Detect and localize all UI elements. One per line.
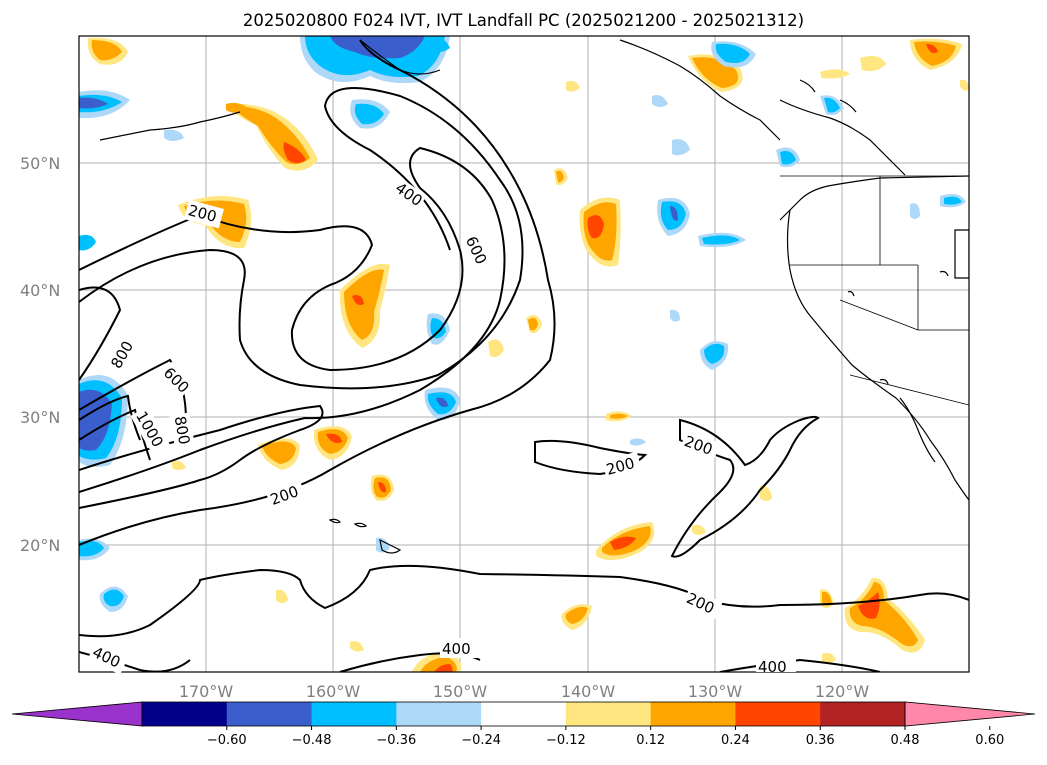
map-frame <box>78 35 970 673</box>
ivt-landfall-pc-shading <box>79 36 969 672</box>
colorbar-extend-high <box>904 701 1036 727</box>
lon-label: 150°W <box>433 682 488 701</box>
colorbar-segment <box>735 702 821 726</box>
lon-label: 160°W <box>306 682 361 701</box>
colorbar-tick-label: −0.12 <box>546 733 586 748</box>
colorbar-segments <box>11 701 1036 727</box>
latitude-labels: 50°N 40°N 30°N 20°N <box>20 154 60 555</box>
contour-label: 400 <box>442 640 471 658</box>
colorbar-tick-label: 0.48 <box>891 733 920 748</box>
colorbar-tick-label: −0.60 <box>207 733 247 748</box>
colorbar-ticks: −0.60 −0.48 −0.36 −0.24 −0.12 0.12 0.24 0.36 0.4… <box>207 726 1004 748</box>
map-panel <box>79 36 969 672</box>
coastlines <box>99 39 969 554</box>
colorbar-tick-label: 0.12 <box>636 733 665 748</box>
colorbar-segment <box>311 702 397 726</box>
colorbar-segment <box>481 702 567 726</box>
colorbar: −0.60 −0.48 −0.36 −0.24 −0.12 0.12 0.24 0.36 0.4… <box>11 701 1036 748</box>
colorbar-tick-label: 0.60 <box>975 733 1004 748</box>
lon-label: 170°W <box>179 682 234 701</box>
lat-label: 20°N <box>20 536 60 555</box>
lat-label: 50°N <box>20 154 60 173</box>
lat-label: 30°N <box>20 408 60 427</box>
colorbar-segment <box>820 702 906 726</box>
colorbar-segment <box>396 702 482 726</box>
map-title: 2025020800 F024 IVT, IVT Landfall PC (20… <box>242 11 805 30</box>
colorbar-tick-label: 0.36 <box>806 733 835 748</box>
colorbar-tick-label: −0.24 <box>461 733 501 748</box>
contour-label: 400 <box>758 658 787 676</box>
colorbar-segment <box>226 702 313 726</box>
colorbar-segment <box>565 702 652 726</box>
colorbar-outline <box>141 701 906 727</box>
longitude-labels: 170°W 160°W 150°W 140°W 130°W 120°W <box>179 682 870 701</box>
colorbar-tick-label: −0.48 <box>292 733 332 748</box>
colorbar-extend-low <box>11 701 143 727</box>
colorbar-segment <box>142 702 228 726</box>
lon-label: 130°W <box>688 682 743 701</box>
colorbar-segment <box>650 702 736 726</box>
lat-label: 40°N <box>20 281 60 300</box>
lon-label: 120°W <box>815 682 870 701</box>
contour-label: 800 <box>171 415 194 446</box>
colorbar-tick-label: 0.24 <box>721 733 750 748</box>
lon-label: 140°W <box>561 682 616 701</box>
colorbar-tick-label: −0.36 <box>376 733 416 748</box>
